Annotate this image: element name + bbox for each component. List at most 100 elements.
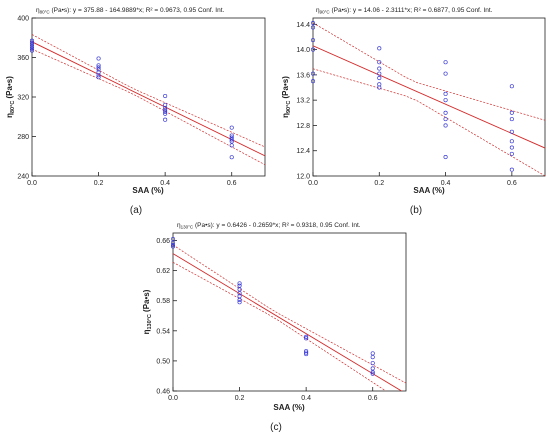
x-tick-label: 0.2 — [235, 395, 245, 402]
data-point — [443, 91, 448, 96]
data-point — [509, 129, 514, 134]
data-point — [377, 75, 382, 81]
data-point — [509, 167, 514, 172]
x-tick-label: 0.6 — [227, 180, 237, 187]
y-tick-label: 13.6 — [296, 72, 310, 79]
data-point — [377, 60, 382, 65]
data-point — [163, 102, 168, 107]
y-tick-label: 280 — [17, 134, 29, 141]
panel-b-marks: 0.0 0.2 0.4 0.6 12.0 12.4 12.8 13.2 13.6 14.0 14.4 — [296, 21, 545, 187]
panel-a-xlabel: SAA (%) — [132, 186, 164, 195]
data-point — [237, 297, 242, 303]
data-point — [170, 242, 176, 248]
data-point — [310, 38, 316, 43]
data-point — [509, 139, 514, 144]
data-point — [29, 46, 35, 51]
data-point — [443, 117, 448, 122]
data-point — [229, 125, 234, 130]
y-tick-label: 0.58 — [156, 298, 170, 305]
y-tick-label: 13.2 — [296, 98, 310, 105]
panel-c-marks: 0.0 0.2 0.4 0.6 0.46 0.50 0.54 0.58 0.62 0.66 — [156, 236, 406, 402]
x-tick-label: 0.0 — [27, 180, 37, 187]
y-tick-label: 12.8 — [296, 123, 310, 130]
data-point — [96, 63, 101, 68]
panel-a-title: η80°C (Pa•s): y = 375.88 - 164.9889*x; R… — [36, 7, 225, 15]
data-point — [370, 370, 375, 375]
data-point — [163, 107, 168, 112]
data-point — [310, 21, 316, 26]
confidence-band-lower — [32, 48, 265, 166]
data-point — [509, 110, 514, 115]
data-point — [229, 139, 234, 144]
data-point — [237, 281, 242, 286]
data-point — [237, 287, 242, 292]
regression-line — [32, 41, 265, 157]
data-point — [509, 151, 514, 156]
data-point — [370, 371, 375, 376]
y-tick-label: 0.54 — [156, 328, 170, 335]
data-point — [96, 56, 101, 61]
fit-group — [313, 22, 545, 176]
data-point — [443, 110, 448, 115]
data-point — [509, 117, 514, 122]
panel-a-ylabel: η80°C (Pa•s) — [5, 76, 16, 118]
panel-a-plot-area — [31, 17, 266, 177]
data-point — [229, 155, 234, 160]
data-point — [370, 355, 375, 360]
data-point — [443, 98, 448, 103]
data-point — [443, 154, 448, 160]
y-tick-label: 0.62 — [156, 268, 170, 275]
fit-group — [173, 244, 406, 391]
regression-line — [313, 45, 545, 149]
y-tick-label: 0.66 — [156, 238, 170, 245]
data-point — [163, 117, 168, 122]
panel-b-plot-area — [312, 17, 546, 177]
confidence-band-lower — [173, 262, 387, 391]
y-tick-label: 12.4 — [296, 148, 310, 155]
x-tick-label: 0.2 — [94, 180, 104, 187]
data-point — [310, 25, 316, 30]
data-point — [370, 366, 375, 371]
fit-group — [32, 34, 265, 166]
panel-c-title: η130°C (Pa•s): y = 0.6426 - 0.2659*x; R²… — [177, 222, 361, 230]
data-point — [29, 42, 35, 47]
x-tick-label: 0.0 — [308, 180, 318, 187]
data-point — [29, 44, 35, 49]
data-point — [237, 294, 242, 299]
data-point — [237, 283, 242, 288]
data-point — [170, 244, 176, 249]
y-tick-label: 0.46 — [156, 389, 170, 396]
confidence-band-upper — [173, 244, 406, 384]
panel-c-xlabel: SAA (%) — [273, 403, 305, 412]
data-point — [509, 145, 514, 150]
data-point — [310, 79, 316, 84]
data-point — [237, 300, 242, 305]
data-point — [163, 109, 168, 114]
panel-a-marks: 0.0 0.2 0.4 0.6 240 280 320 360 400 — [17, 16, 265, 187]
data-point — [304, 352, 309, 357]
confidence-band-upper — [32, 34, 265, 148]
data-point — [29, 38, 35, 43]
regression-line — [173, 253, 403, 391]
x-tick-label: 0.6 — [507, 180, 517, 187]
panel-c: η130°C (Pa•s): y = 0.6426 - 0.2659*x; R²… — [142, 222, 407, 433]
data-point — [96, 75, 101, 80]
data-point — [163, 111, 168, 116]
data-point — [370, 361, 375, 366]
x-tick-label: 0.0 — [168, 395, 178, 402]
panel-b-title: η90°C (Pa•s): y = 14.06 - 2.3111*x; R² =… — [316, 7, 493, 15]
data-point — [229, 135, 234, 140]
x-tick-label: 0.6 — [368, 395, 378, 402]
data-point — [96, 70, 101, 75]
x-tick-label: 0.2 — [374, 180, 384, 187]
data-point — [509, 84, 514, 89]
x-tick-label: 0.4 — [301, 395, 311, 402]
data-point — [229, 137, 234, 142]
panel-b-xlabel: SAA (%) — [413, 186, 445, 195]
data-point — [370, 351, 375, 356]
data-point — [29, 40, 35, 45]
y-tick-label: 320 — [17, 95, 29, 102]
y-tick-label: 360 — [17, 55, 29, 62]
panel-a: η80°C (Pa•s): y = 375.88 - 164.9889*x; R… — [5, 7, 266, 216]
